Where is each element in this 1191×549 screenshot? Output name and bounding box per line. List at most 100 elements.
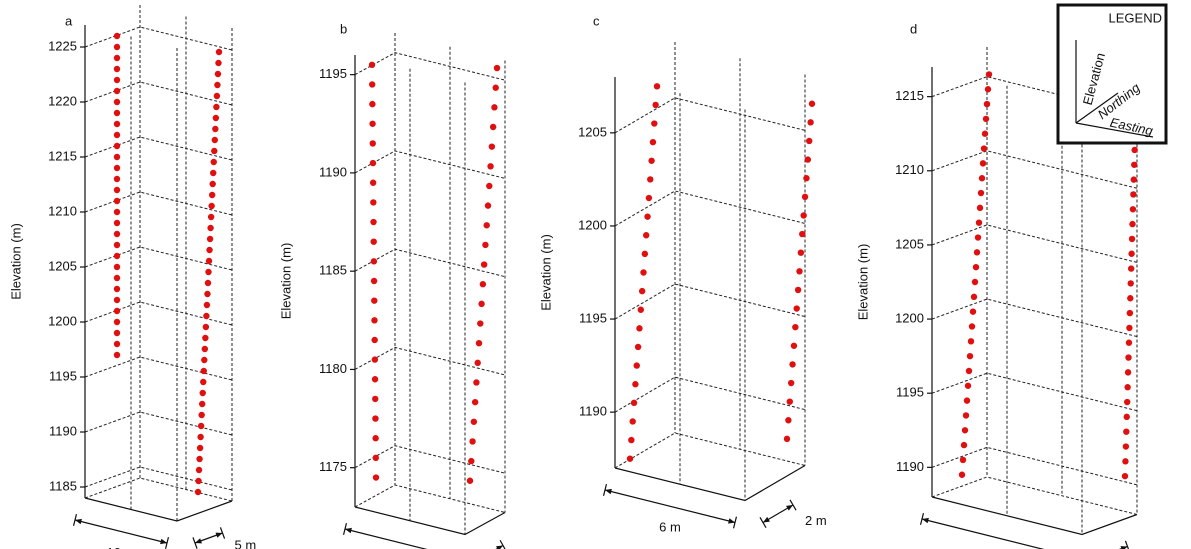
data-point	[370, 277, 378, 285]
y-tick-label: 1185	[49, 478, 77, 493]
arrow-head	[786, 505, 793, 511]
dimension-end	[219, 527, 226, 539]
panel-label: a	[65, 13, 73, 28]
data-point	[973, 249, 981, 256]
data-point	[203, 301, 211, 309]
data-point	[961, 427, 969, 434]
data-point	[113, 263, 121, 271]
data-point	[1125, 339, 1133, 346]
data-point	[980, 145, 988, 152]
data-point	[653, 83, 661, 90]
dimension-label: 5 m	[235, 537, 257, 549]
data-point	[194, 488, 202, 496]
data-point	[113, 175, 121, 183]
data-point	[1122, 443, 1130, 450]
data-point	[480, 261, 488, 268]
grid-line	[84, 356, 233, 381]
data-point	[211, 136, 218, 144]
data-point	[210, 169, 217, 177]
grid-line	[84, 81, 233, 106]
data-point	[1124, 398, 1131, 406]
data-point	[1126, 324, 1133, 332]
grid-line	[84, 301, 233, 326]
data-point	[488, 143, 496, 150]
data-point	[645, 194, 653, 202]
dimension-label: 10 m	[107, 545, 136, 549]
data-point	[369, 159, 377, 167]
legend-axis	[1075, 92, 1119, 124]
data-point	[628, 436, 635, 444]
y-tick-label: 1180	[319, 361, 347, 376]
data-point	[113, 65, 121, 73]
y-tick-label: 1195	[49, 368, 77, 383]
data-point	[1131, 161, 1138, 168]
data-point	[200, 367, 207, 375]
data-point	[369, 120, 376, 127]
dimension-end	[192, 537, 198, 549]
data-point	[644, 213, 651, 220]
data-point	[195, 466, 203, 474]
data-point	[484, 202, 492, 209]
data-point	[113, 142, 121, 150]
arrow-head	[922, 517, 929, 524]
grid-line	[84, 136, 233, 161]
data-point	[370, 258, 378, 265]
data-point	[212, 125, 219, 133]
data-point	[649, 138, 657, 146]
y-tick-label: 1200	[48, 313, 77, 328]
panel-label: b	[340, 21, 347, 36]
data-point	[196, 444, 204, 452]
data-point	[787, 379, 795, 387]
data-point	[113, 43, 121, 51]
data-point	[647, 176, 654, 183]
data-point	[371, 376, 379, 383]
data-point	[113, 54, 121, 62]
data-point	[626, 455, 634, 462]
grid-line	[84, 246, 233, 271]
grid-line	[354, 248, 506, 278]
data-point	[801, 193, 809, 201]
data-point	[113, 351, 121, 359]
data-point	[201, 345, 209, 353]
data-point	[637, 306, 644, 313]
box-bottom	[931, 496, 1138, 536]
y-tick-label: 1190	[579, 404, 607, 419]
data-point	[203, 312, 210, 320]
data-point	[803, 175, 810, 182]
data-point	[370, 238, 377, 245]
data-point	[789, 361, 796, 368]
data-point	[962, 412, 970, 419]
data-point	[632, 381, 639, 388]
data-point	[369, 100, 376, 108]
grid-line	[931, 224, 1138, 263]
arrow-head	[496, 545, 503, 549]
data-point	[370, 218, 377, 226]
y-axis-label: Elevation (m)	[278, 243, 293, 320]
data-point	[113, 153, 121, 161]
data-point	[985, 71, 993, 78]
data-point	[1126, 309, 1134, 317]
data-point	[113, 296, 121, 304]
data-point	[1123, 413, 1130, 421]
y-tick-label: 1200	[578, 217, 607, 232]
y-tick-label: 1190	[896, 459, 924, 474]
panel-label: d	[910, 21, 917, 36]
y-tick-label: 1205	[578, 124, 607, 139]
box-bottom-back	[614, 432, 806, 469]
data-point	[790, 342, 798, 349]
data-point	[113, 285, 121, 293]
data-point	[984, 86, 992, 93]
data-point	[207, 224, 214, 232]
dimension-end	[164, 537, 170, 549]
data-point	[1127, 295, 1134, 302]
y-axis-label: Elevation (m)	[8, 223, 23, 300]
box-bottom	[614, 464, 806, 502]
data-point	[471, 398, 479, 406]
data-point	[983, 100, 991, 108]
data-point	[206, 246, 213, 254]
grid-line	[84, 466, 233, 491]
data-point	[963, 397, 971, 404]
data-point	[474, 359, 481, 367]
data-point	[469, 438, 476, 445]
